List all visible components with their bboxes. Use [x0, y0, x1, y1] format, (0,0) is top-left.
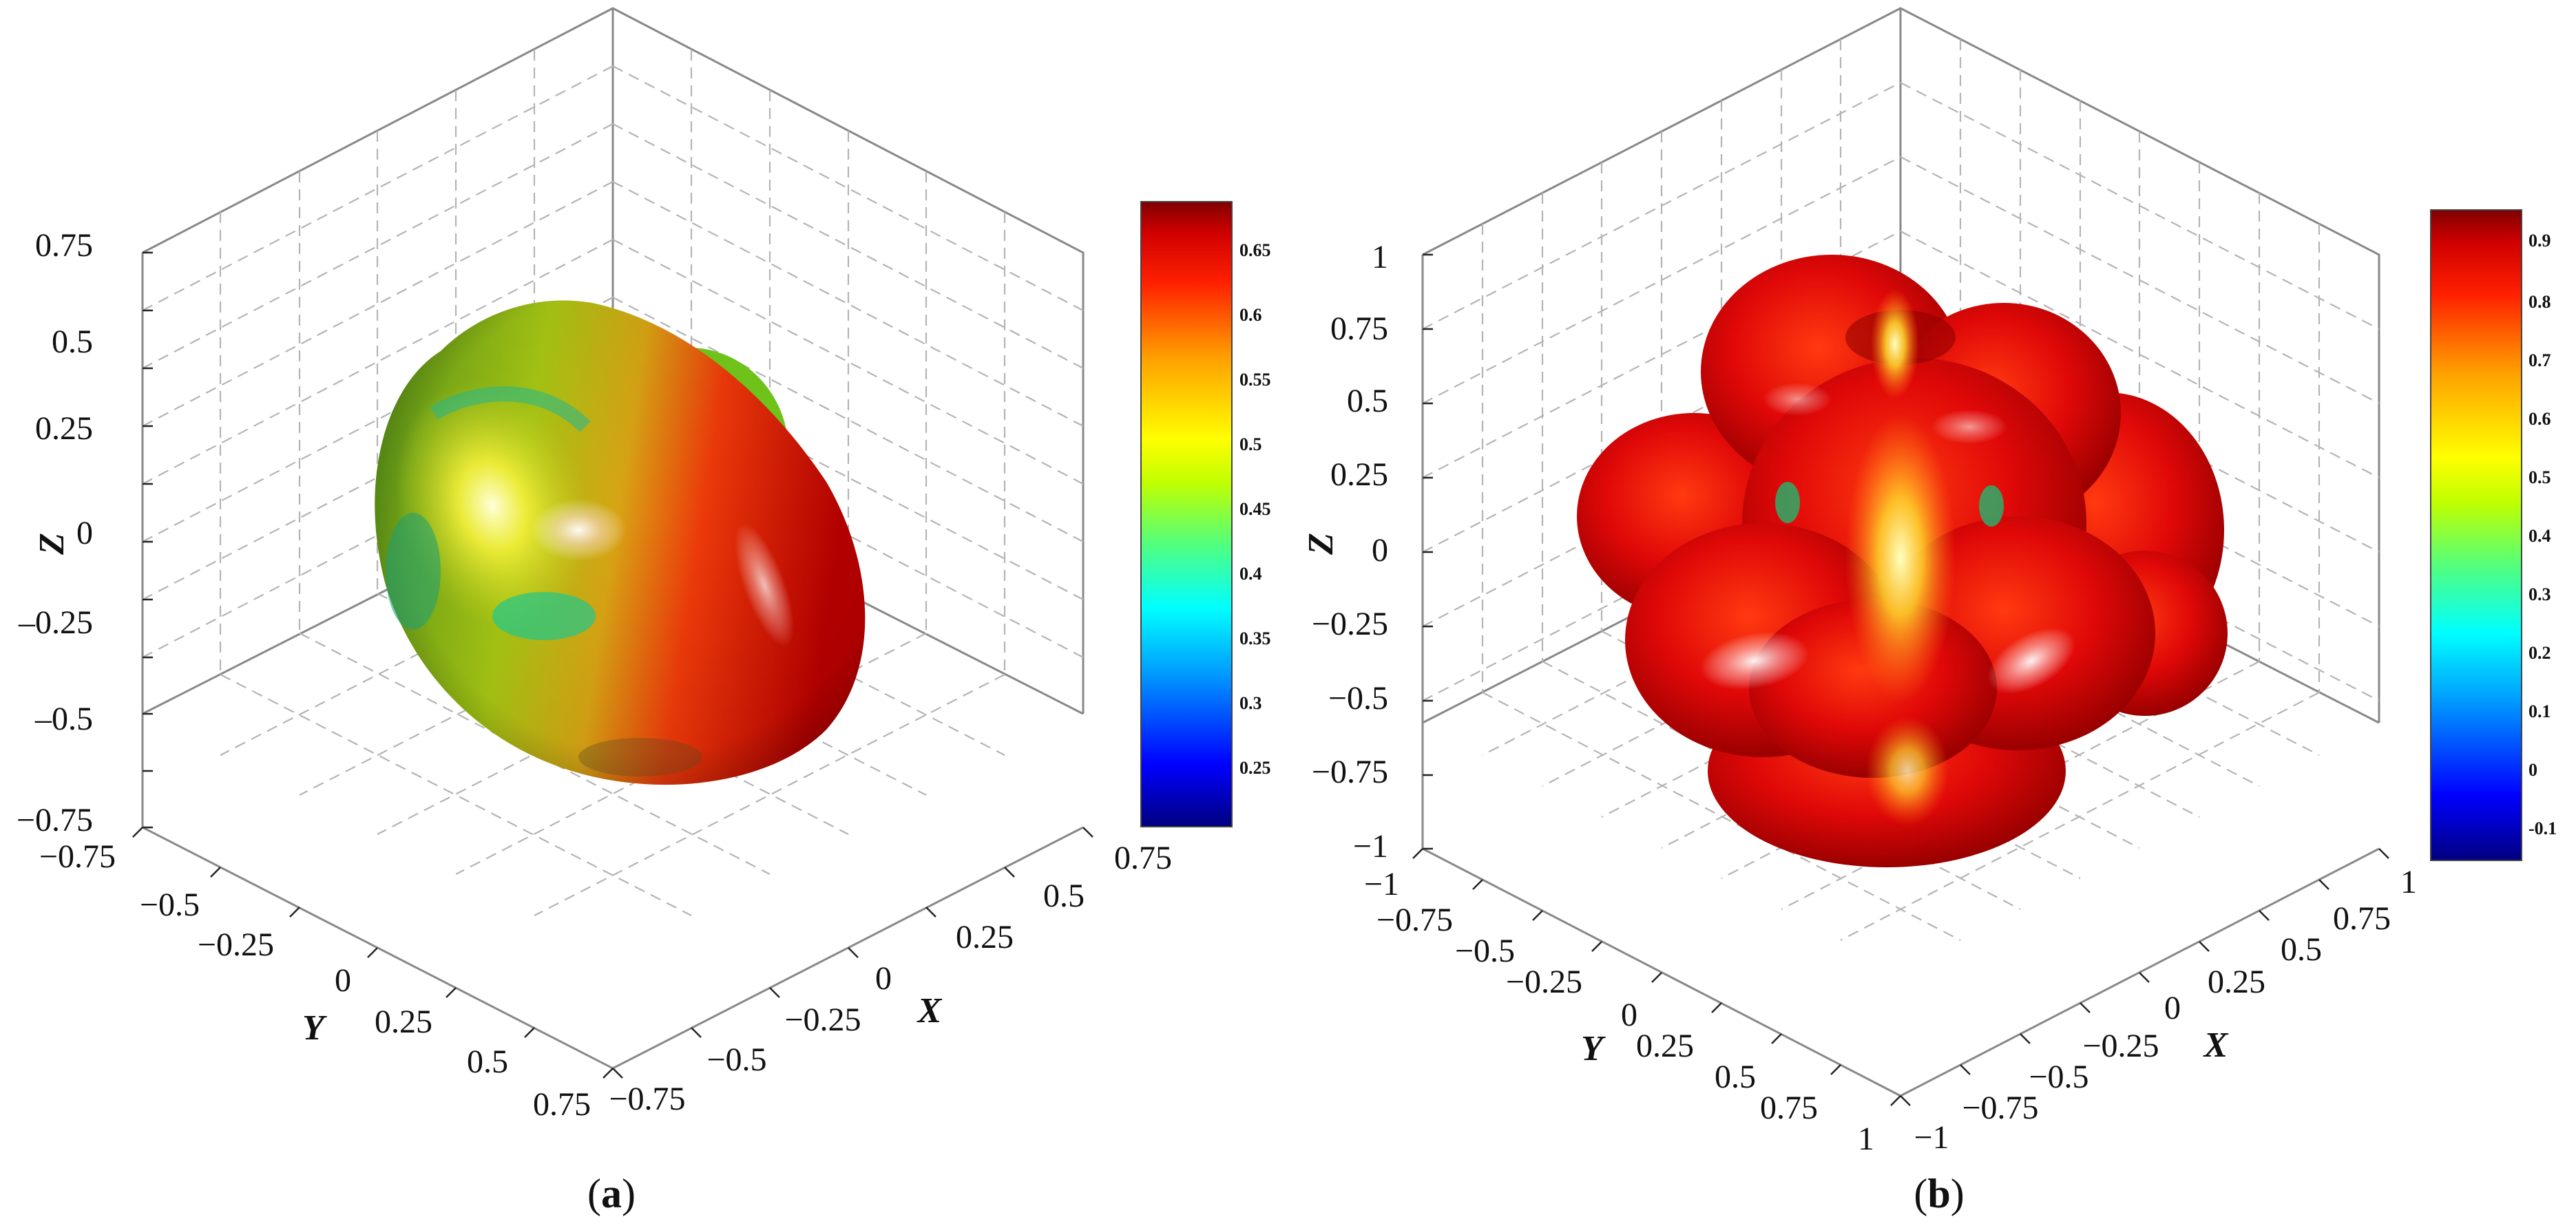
panel-a: 0.75 0.5 0.25 0 –0.25 –0.5 −0.75 Z −0.75… [17, 7, 1271, 1216]
panel-b-x-tick: −0.5 [2029, 1059, 2088, 1095]
panel-b-colorbar-tick: 0 [2528, 760, 2537, 780]
panel-a-y-tick: 0.25 [375, 1004, 432, 1040]
panel-b-y-tick: −0.5 [1455, 933, 1515, 969]
panel-b-z-tick: −0.5 [1328, 680, 1388, 717]
panel-b-y-tick: 0.75 [1760, 1090, 1818, 1126]
panel-b-z-tick: 0 [1372, 532, 1388, 569]
panel-b-y-tick: −1 [1364, 866, 1399, 902]
panel-a-colorbar-tick: 0.55 [1239, 370, 1271, 390]
panel-b-z-tick: 1 [1372, 239, 1388, 275]
panel-a-y-tick: −0.25 [198, 927, 274, 963]
panel-a-y-ticks: −0.75 −0.5 −0.25 0 0.25 0.5 0.75 Y [39, 827, 614, 1123]
panel-b-x-label: X [2203, 1026, 2229, 1065]
panel-b-colorbar-tick: 0.1 [2528, 701, 2551, 721]
panel-a-y-tick: 0.75 [533, 1086, 591, 1123]
panel-b-x-tick: 1 [2400, 864, 2417, 900]
panel-a-y-tick: 0.5 [467, 1044, 508, 1080]
panel-b-colorbar: 0.9 0.8 0.7 0.6 0.5 0.4 0.3 0.2 0.1 0 -0… [2430, 209, 2557, 861]
panel-b-colorbar-tick: 0.6 [2528, 409, 2551, 429]
panel-b-caption-letter: b [1927, 1171, 1950, 1216]
panel-a-x-tick: 0.5 [1043, 878, 1085, 914]
panel-b-x-tick: 0.75 [2333, 900, 2391, 937]
panel-b-colorbar-tick: 0.2 [2528, 643, 2551, 663]
panel-a-z-tick: 0 [76, 515, 93, 551]
panel-b-y-label: Y [1581, 1029, 1606, 1068]
panel-a-x-tick: 0.75 [1114, 840, 1172, 876]
panel-a-colorbar-ramp [1140, 201, 1233, 827]
panel-b-colorbar-tick: 0.4 [2528, 526, 2551, 546]
panel-b-z-tick: −1 [1353, 828, 1388, 865]
panel-a-z-tick: 0.25 [35, 410, 93, 447]
panel-b-z-tick: 0.25 [1330, 456, 1388, 493]
panel-a-colorbar-tick: 0.35 [1239, 628, 1271, 648]
panel-b-z-tick: 0.75 [1330, 310, 1388, 347]
panel-a-colorbar-tick: 0.6 [1239, 305, 1262, 325]
panel-b-caption: (b) [1914, 1171, 1964, 1216]
panel-a-x-tick: −0.25 [784, 1002, 861, 1038]
panel-b-z-ticks: 1 0.75 0.5 0.25 0 −0.25 −0.5 −0.75 −1 Z [1301, 239, 1433, 865]
panel-a-z-tick: –0.25 [18, 604, 93, 641]
panel-a-z-tick: –0.5 [34, 701, 93, 737]
panel-b-colorbar-tick: 0.9 [2528, 231, 2551, 251]
panel-a-caption: (a) [587, 1171, 636, 1216]
panel-a-x-tick: −0.75 [609, 1081, 685, 1117]
panel-a-z-tick: 0.75 [35, 227, 93, 264]
panel-a-colorbar: 0.65 0.6 0.55 0.5 0.45 0.4 0.35 0.3 0.25 [1140, 201, 1271, 827]
panel-a-y-tick: 0 [335, 962, 351, 999]
panel-b-x-tick: −0.25 [2082, 1028, 2159, 1064]
panel-b-x-tick: 0 [2164, 990, 2181, 1026]
panel-a-colorbar-tick: 0.5 [1239, 434, 1262, 454]
panel-b-y-tick: −0.25 [1506, 964, 1582, 1000]
panel-a-colorbar-tick: 0.65 [1239, 240, 1271, 260]
panel-b-x-ticks: −1 −0.75 −0.5 −0.25 0 0.25 0.5 0.75 1 X [1900, 848, 2417, 1156]
panel-a-y-label: Y [302, 1008, 327, 1048]
panel-a-x-label: X [917, 991, 943, 1030]
panel-a-x-tick: −0.5 [706, 1041, 766, 1078]
panel-b-x-tick: −1 [1914, 1119, 1949, 1156]
panel-b-x-tick: −0.75 [1962, 1090, 2038, 1126]
panel-b-colorbar-tick: 0.7 [2528, 350, 2551, 370]
panel-a-caption-letter: a [601, 1171, 622, 1216]
panel-b-y-tick: 0.25 [1636, 1028, 1694, 1064]
panel-a-colorbar-tick: 0.25 [1239, 758, 1271, 778]
panel-b-surface [1577, 255, 2228, 867]
panel-b-z-tick: 0.5 [1347, 383, 1388, 419]
panel-a-surface [375, 300, 866, 785]
panel-b-y-ticks: −1 −0.75 −0.5 −0.25 0 0.25 0.5 0.75 1 Y [1364, 848, 1901, 1157]
panel-a-z-label: Z [32, 533, 72, 555]
panel-a-z-ticks: 0.75 0.5 0.25 0 –0.25 –0.5 −0.75 Z [17, 227, 153, 838]
panel-b-x-tick: 0.25 [2208, 964, 2265, 1000]
panel-b-z-tick: −0.75 [1312, 754, 1388, 790]
panel-b-colorbar-tick: 0.5 [2528, 467, 2551, 487]
panel-a-x-tick: 0 [875, 960, 892, 997]
panel-a-y-tick: −0.75 [39, 838, 116, 875]
panel-b: 1 0.75 0.5 0.25 0 −0.25 −0.5 −0.75 −1 Z … [1301, 7, 2557, 1216]
panel-a-z-tick: 0.5 [52, 324, 93, 360]
panel-a-grid [142, 50, 1084, 916]
panel-a-x-ticks: −0.75 −0.5 −0.25 0 0.25 0.5 0.75 X [609, 827, 1172, 1117]
panel-b-y-tick: 0 [1621, 997, 1637, 1033]
panel-a-x-tick: 0.25 [956, 919, 1014, 955]
panel-b-colorbar-tick: 0.3 [2528, 584, 2551, 604]
panel-b-y-tick: −0.75 [1376, 902, 1453, 938]
panel-a-colorbar-tick: 0.4 [1239, 564, 1262, 584]
panel-a-colorbar-tick: 0.3 [1239, 693, 1262, 713]
panel-a-z-tick: −0.75 [17, 802, 93, 838]
panel-b-colorbar-tick: 0.8 [2528, 292, 2551, 312]
panel-a-y-tick: −0.5 [140, 887, 200, 923]
panel-b-colorbar-ramp [2430, 209, 2522, 861]
panel-b-z-label: Z [1301, 533, 1341, 555]
panel-b-y-tick: 1 [1858, 1121, 1874, 1157]
panel-b-x-tick: 0.5 [2281, 931, 2322, 968]
panel-b-colorbar-tick: -0.1 [2528, 818, 2557, 838]
panel-a-colorbar-tick: 0.45 [1239, 499, 1271, 519]
panel-b-z-tick: −0.25 [1312, 606, 1388, 642]
panel-b-y-tick: 0.5 [1715, 1059, 1756, 1095]
